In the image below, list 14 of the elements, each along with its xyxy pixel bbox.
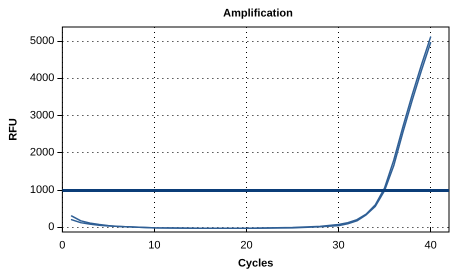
- x-tick-label: 40: [424, 240, 437, 252]
- y-tick-label: 1000: [30, 184, 54, 196]
- y-tick-label: 3000: [30, 109, 54, 122]
- x-tick-label: 10: [148, 240, 161, 252]
- y-tick-label: 2000: [30, 146, 54, 159]
- x-tick-label: 0: [59, 240, 66, 252]
- y-tick-label: 4000: [30, 72, 54, 84]
- x-axis-title: Cycles: [238, 258, 274, 270]
- y-tick-label: 0: [48, 221, 54, 234]
- chart-title: Amplification: [223, 8, 294, 20]
- x-tick-label: 30: [332, 240, 345, 252]
- x-tick-label: 20: [240, 240, 253, 252]
- y-axis-title: RFU: [8, 118, 20, 141]
- y-tick-label: 5000: [30, 34, 54, 47]
